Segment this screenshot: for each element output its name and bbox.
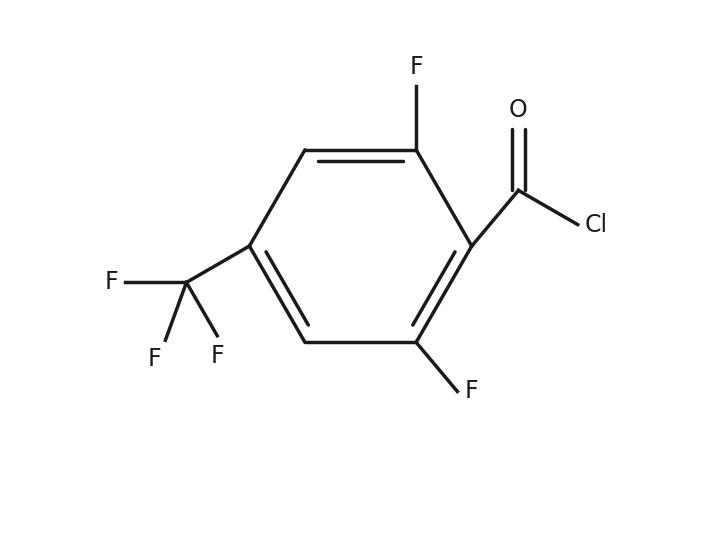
Text: Cl: Cl: [584, 213, 608, 237]
Text: O: O: [509, 98, 528, 122]
Text: F: F: [464, 379, 478, 404]
Text: F: F: [104, 270, 118, 294]
Text: F: F: [147, 347, 161, 371]
Text: F: F: [409, 55, 423, 79]
Text: F: F: [210, 344, 224, 368]
